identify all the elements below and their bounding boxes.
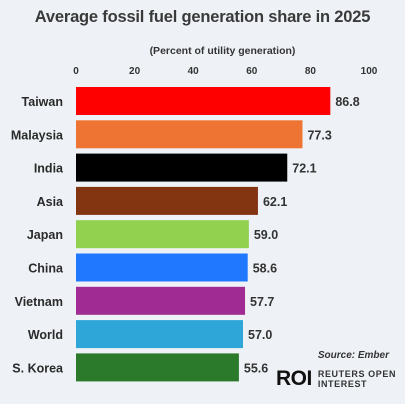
logo-mark: ROI	[276, 367, 312, 390]
value-label: 59.0	[254, 228, 278, 242]
value-label: 77.3	[307, 128, 331, 142]
value-label: 72.1	[292, 162, 316, 176]
logo-text: REUTERS OPEN INTEREST	[318, 369, 396, 389]
x-tick-label: 0	[73, 66, 79, 77]
bar	[76, 320, 244, 349]
category-label: Japan	[27, 228, 63, 242]
category-label: S. Korea	[12, 361, 64, 375]
x-tick-label: 60	[246, 66, 258, 77]
bar	[76, 186, 258, 215]
value-label: 62.1	[263, 195, 287, 209]
category-label: Vietnam	[15, 295, 63, 309]
x-tick-label: 20	[129, 66, 141, 77]
category-label: World	[28, 328, 63, 342]
x-tick-label: 40	[188, 66, 200, 77]
value-label: 55.6	[244, 361, 268, 375]
category-label: India	[34, 162, 64, 176]
category-label: Malaysia	[11, 128, 64, 142]
chart-title: Average fossil fuel generation share in …	[34, 8, 371, 26]
value-label: 57.0	[248, 328, 272, 342]
bar	[76, 253, 248, 282]
bar	[76, 353, 239, 382]
x-tick-label: 80	[305, 66, 317, 77]
value-label: 58.6	[253, 262, 277, 276]
value-label: 57.7	[250, 295, 274, 309]
category-label: Asia	[37, 195, 64, 209]
logo-line-1: REUTERS OPEN	[317, 369, 397, 379]
bar	[76, 286, 246, 315]
bar	[76, 153, 288, 182]
category-label: Taiwan	[22, 95, 63, 109]
bar	[76, 120, 303, 149]
x-tick-label: 100	[361, 66, 378, 77]
chart-subtitle: (Percent of utility generation)	[149, 45, 296, 57]
value-label: 86.8	[335, 95, 359, 109]
roi-logo: ROI REUTERS OPEN INTEREST	[276, 364, 396, 394]
source-note: Source: Ember	[317, 350, 389, 361]
bar	[76, 220, 249, 249]
category-label: China	[28, 262, 64, 276]
bar	[76, 87, 331, 115]
logo-line-2: INTEREST	[317, 379, 368, 389]
